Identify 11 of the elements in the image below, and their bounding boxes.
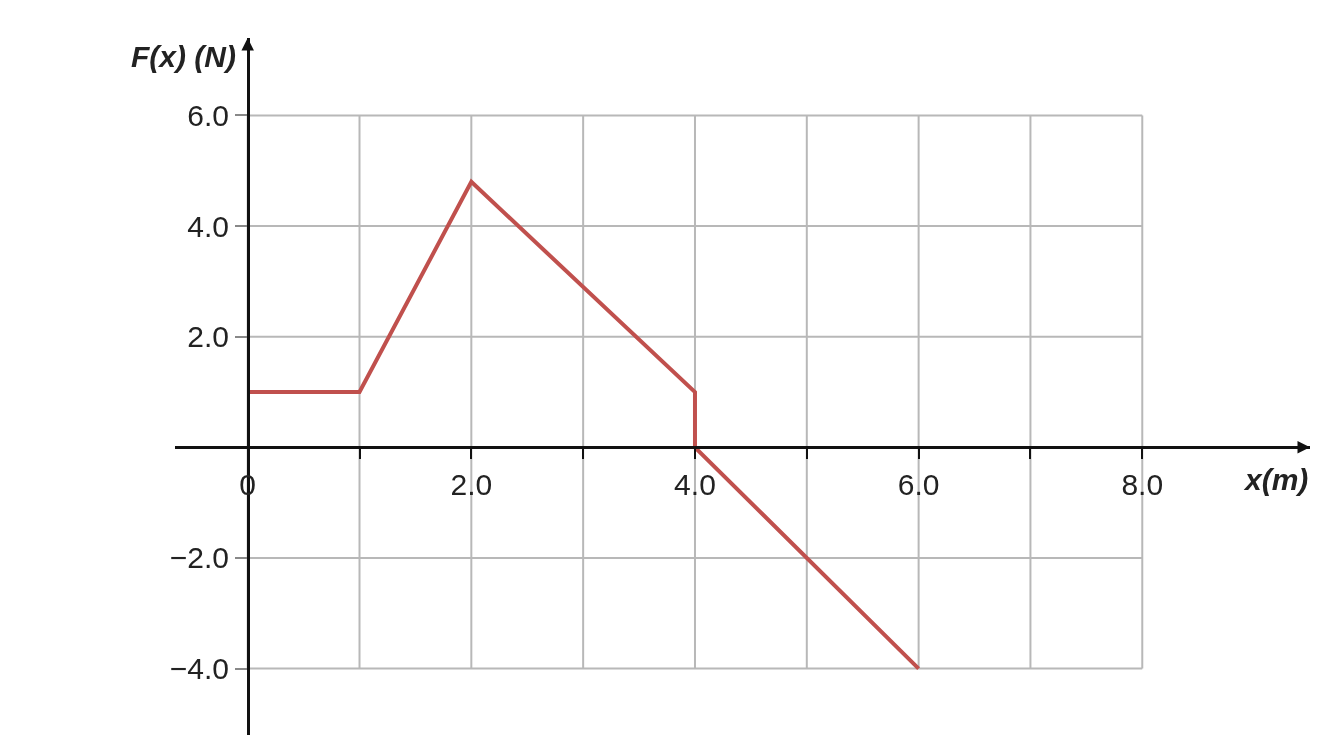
y-tick-label: −4.0: [169, 652, 229, 686]
y-tick-label: −2.0: [169, 541, 229, 575]
x-tick-label: 8.0: [1121, 468, 1164, 502]
x-tick-label: 4.0: [674, 468, 716, 502]
y-axis-title: F(x) (N): [131, 40, 236, 73]
y-tick-label: 2.0: [187, 320, 229, 354]
y-tick-label: 6.0: [187, 98, 229, 132]
x-tick-label: 2.0: [450, 468, 493, 502]
y-tick-label: 4.0: [187, 209, 229, 243]
x-tick-label: 6.0: [897, 468, 940, 502]
x-axis-title: x(m): [1243, 463, 1309, 496]
